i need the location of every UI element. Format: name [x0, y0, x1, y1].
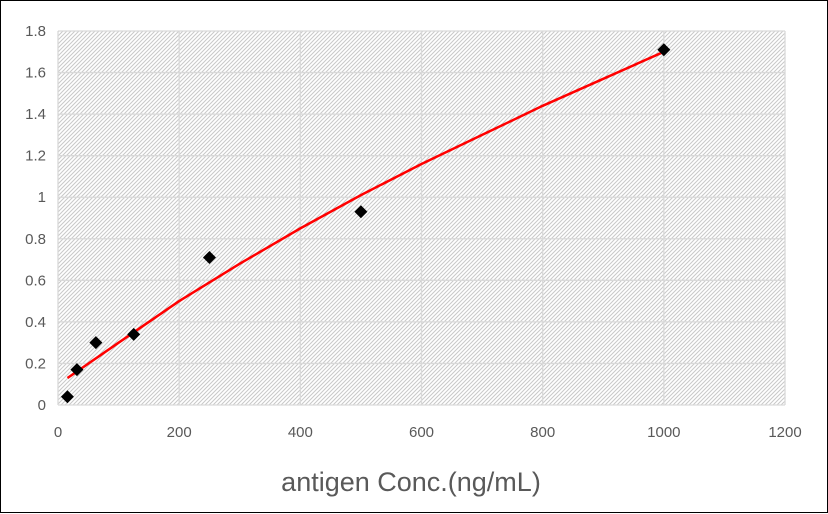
gridlines — [57, 30, 786, 406]
y-tick-label: 1.8 — [25, 23, 46, 40]
data-point-marker — [202, 250, 216, 264]
y-tick-label: 0 — [38, 397, 46, 414]
trendline-layer — [66, 50, 665, 380]
data-point-marker — [70, 363, 84, 377]
y-tick-labels: 0 0.2 0.4 0.6 0.8 1 1.2 1.4 1.6 1.8 — [25, 23, 46, 414]
y-tick-label: 1.6 — [25, 65, 46, 82]
y-tick-label: 0.6 — [25, 272, 46, 289]
data-point-marker — [657, 43, 671, 57]
trendline — [66, 50, 665, 380]
y-tick-label: 0.8 — [25, 231, 46, 248]
y-tick-label: 1 — [38, 189, 46, 206]
y-tick-label: 0.2 — [25, 355, 46, 372]
data-point-marker — [127, 327, 141, 341]
x-tick-label: 200 — [167, 424, 192, 441]
x-axis-title: antigen Conc.(ng/mL) — [281, 467, 541, 497]
y-tick-label: 1.4 — [25, 106, 46, 123]
x-tick-label: 800 — [530, 424, 555, 441]
y-tick-label: 1.2 — [25, 148, 46, 165]
x-tick-label: 400 — [288, 424, 313, 441]
x-tick-label: 1200 — [768, 424, 801, 441]
y-tick-label: 0.4 — [25, 314, 46, 331]
x-tick-label: 600 — [409, 424, 434, 441]
x-tick-label: 1000 — [647, 424, 680, 441]
data-point-marker — [89, 336, 103, 350]
x-tick-label: 0 — [54, 424, 62, 441]
data-point-marker — [354, 205, 368, 219]
x-tick-labels: 0 200 400 600 800 1000 1200 — [54, 424, 802, 441]
